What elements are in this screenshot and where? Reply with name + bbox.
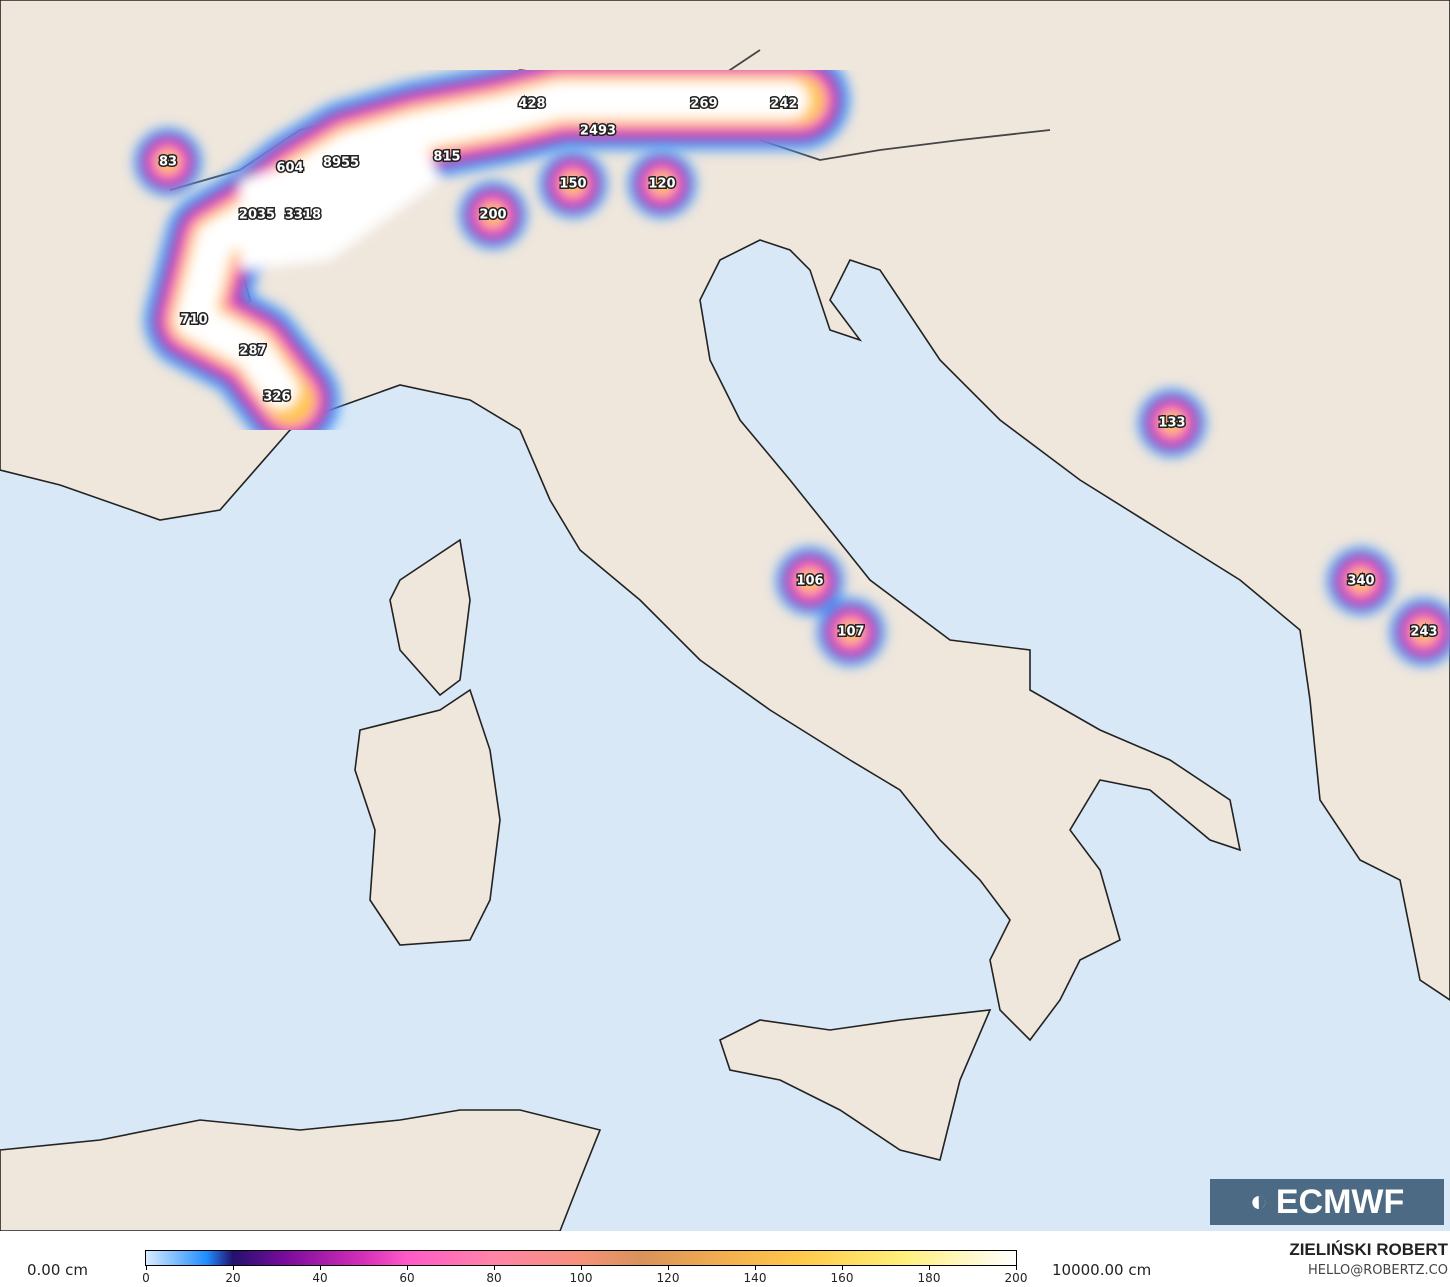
colorbar-tick-label: 40 [312,1271,328,1285]
colorbar-tick [233,1265,234,1270]
snow-depth-label: 150 [559,177,586,192]
colorbar-tick-label: 0 [142,1271,150,1285]
snow-labels: 83 604 8955 2035 3318 815 428 2493 269 242 150 120 2… [157,95,1439,641]
colorbar-tick-label: 60 [399,1271,415,1285]
snow-depth-label: 710 [180,313,207,328]
snow-depth-label: 287 [239,344,266,359]
colorbar-tick [320,1265,321,1270]
snow-depth-map: 83 604 8955 2035 3318 815 428 2493 269 242 150 120 2… [0,0,1450,1231]
snow-spot [561,172,585,196]
snow-depth-label: 3318 [285,208,321,223]
snow-spots [134,128,1450,666]
author-credit: ZIELIŃSKI ROBERT [1289,1240,1448,1259]
colorbar-tick [494,1265,495,1270]
snow-depth-label: 428 [518,97,545,112]
snow-depth-label: 2493 [580,124,616,139]
snow-depth-label: 2035 [239,208,275,223]
colorbar-tick-label: 120 [656,1271,680,1285]
snow-depth-label: 200 [479,208,506,223]
land [0,0,1450,1231]
legend-max-label: 10000.00 cm [1052,1261,1152,1279]
colorbar-tick [929,1265,930,1270]
colorbar-tick-label: 80 [486,1271,502,1285]
colorbar-tick-label: 140 [743,1271,767,1285]
snow-depth-label: 326 [263,390,290,405]
sardinia [354,688,501,946]
colorbar-tick-label: 180 [917,1271,941,1285]
colorbar-tick-label: 100 [569,1271,593,1285]
snow-depth-label: 243 [1410,625,1437,640]
snow-depth-label: 83 [159,155,177,170]
colorbar-tick [581,1265,582,1270]
snow-field [144,50,850,450]
ecmwf-logo-text: ECMWF [1275,1182,1405,1221]
snow-depth-label: 604 [276,161,303,176]
sicily [719,1009,992,1161]
snow-depth-label: 815 [433,150,460,165]
colorbar-tick [668,1265,669,1270]
colorbar [145,1250,1017,1266]
snow-spot [839,620,863,644]
legend-min-label: 0.00 cm [27,1261,89,1279]
ecmwf-logo-icon: ◐ [1249,1185,1268,1218]
colorbar-tick [146,1265,147,1270]
snow-spot [1349,569,1373,593]
snow-spot [156,150,180,174]
colorbar-tick [407,1265,408,1270]
colorbar-tick-label: 200 [1004,1271,1028,1285]
colorbar-legend: 0.00 cm 0 20 40 60 80 100 120 140 160 180 200 1000… [0,1231,1450,1287]
colorbar-tick [755,1265,756,1270]
snow-depth-label: 133 [1158,416,1185,431]
snow-depth-label: 269 [690,97,717,112]
colorbar-tick-label: 160 [830,1271,854,1285]
north-africa [0,1109,602,1231]
colorbar-tick [842,1265,843,1270]
snow-spot [650,172,674,196]
snow-depth-label: 242 [770,97,797,112]
snow-depth-label: 8955 [323,156,359,171]
author-email: HELLO@ROBERTZ.CO [1307,1263,1448,1278]
snow-spot [798,569,822,593]
snow-depth-label: 120 [648,177,675,192]
corsica [389,538,471,697]
snow-spot [481,203,505,227]
snow-depth-label: 107 [837,625,864,640]
mainland [0,0,1450,1042]
snow-depth-label: 106 [796,574,823,589]
snow-spot [1160,411,1184,435]
snow-depth-label: 340 [1347,574,1374,589]
snow-spot [1412,620,1436,644]
colorbar-tick-label: 20 [225,1271,241,1285]
ecmwf-logo: ◐ ECMWF [1210,1179,1444,1225]
colorbar-tick [1016,1265,1017,1270]
